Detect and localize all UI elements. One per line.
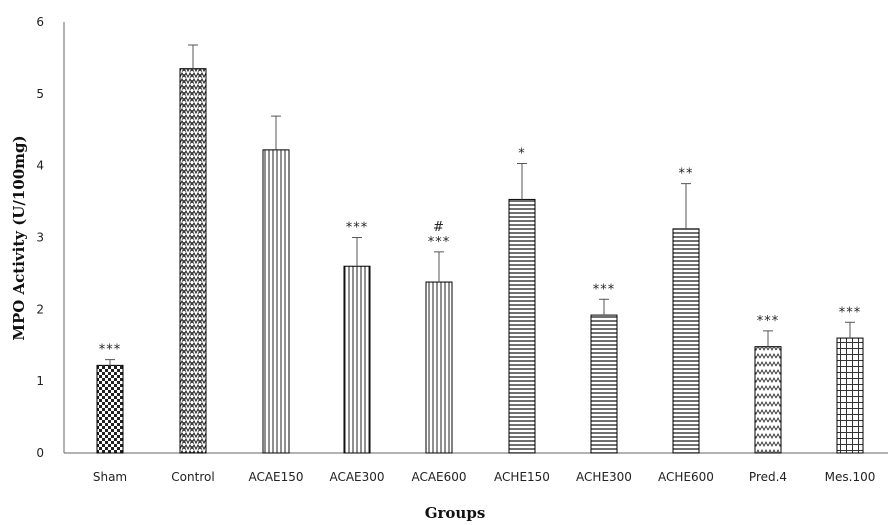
x-tick-label: ACAE600	[411, 470, 466, 484]
bar	[96, 364, 124, 454]
y-tick-label: 6	[36, 15, 44, 29]
significance-label: ***	[99, 343, 122, 358]
significance-label: ***	[757, 314, 780, 329]
x-tick-label: ACHE300	[576, 470, 632, 484]
bar	[672, 228, 700, 454]
significance-label: **	[679, 167, 694, 182]
y-tick-label: 3	[36, 231, 44, 245]
x-tick-label: ACAE150	[248, 470, 303, 484]
y-tick-label: 4	[36, 159, 44, 173]
y-tick-label: 2	[36, 302, 44, 316]
x-tick-label: ACHE150	[494, 470, 550, 484]
error-bar	[188, 44, 198, 69]
bar	[836, 337, 864, 454]
error-bars	[105, 44, 855, 366]
x-tick-label: Pred.4	[749, 470, 787, 484]
error-bar	[599, 298, 609, 316]
error-bar	[105, 359, 115, 366]
significance-label: ***	[346, 221, 369, 236]
bar	[754, 346, 782, 454]
error-bar	[763, 330, 773, 347]
y-tick-label: 5	[36, 87, 44, 101]
error-bar	[352, 237, 362, 267]
x-tick-labels: Sham Control ACAE150 ACAE300 ACAE600 ACHE150 A…	[93, 470, 875, 484]
y-tick-labels: 0 1 2 3 4 5 6	[36, 15, 44, 460]
bar	[508, 198, 536, 454]
significance-label: #	[433, 220, 445, 235]
x-tick-label: ACHE600	[658, 470, 714, 484]
error-bar	[517, 163, 527, 200]
error-bar	[845, 321, 855, 339]
significance-label: ***	[839, 305, 862, 320]
error-bar	[681, 183, 691, 229]
significance-label: *	[518, 147, 526, 162]
y-tick-label: 0	[36, 446, 44, 460]
x-tick-label: Sham	[93, 470, 127, 484]
bar	[179, 68, 207, 454]
x-tick-label: Mes.100	[825, 470, 876, 484]
bar	[590, 314, 618, 454]
bar	[425, 281, 453, 454]
bars	[96, 68, 864, 454]
bar	[343, 265, 371, 454]
y-tick-label: 1	[36, 374, 44, 388]
error-bar	[434, 251, 444, 283]
x-tick-label: ACAE300	[329, 470, 384, 484]
x-tick-label: Control	[171, 470, 214, 484]
y-axis-title: MPO Activity (U/100mg)	[10, 135, 28, 340]
significance-label: ***	[593, 282, 616, 297]
significance-labels: ****** #***************	[99, 147, 862, 358]
error-bar	[271, 115, 281, 150]
significance-label: ***	[428, 235, 451, 250]
bar	[262, 149, 290, 454]
x-axis-title: Groups	[425, 504, 486, 522]
